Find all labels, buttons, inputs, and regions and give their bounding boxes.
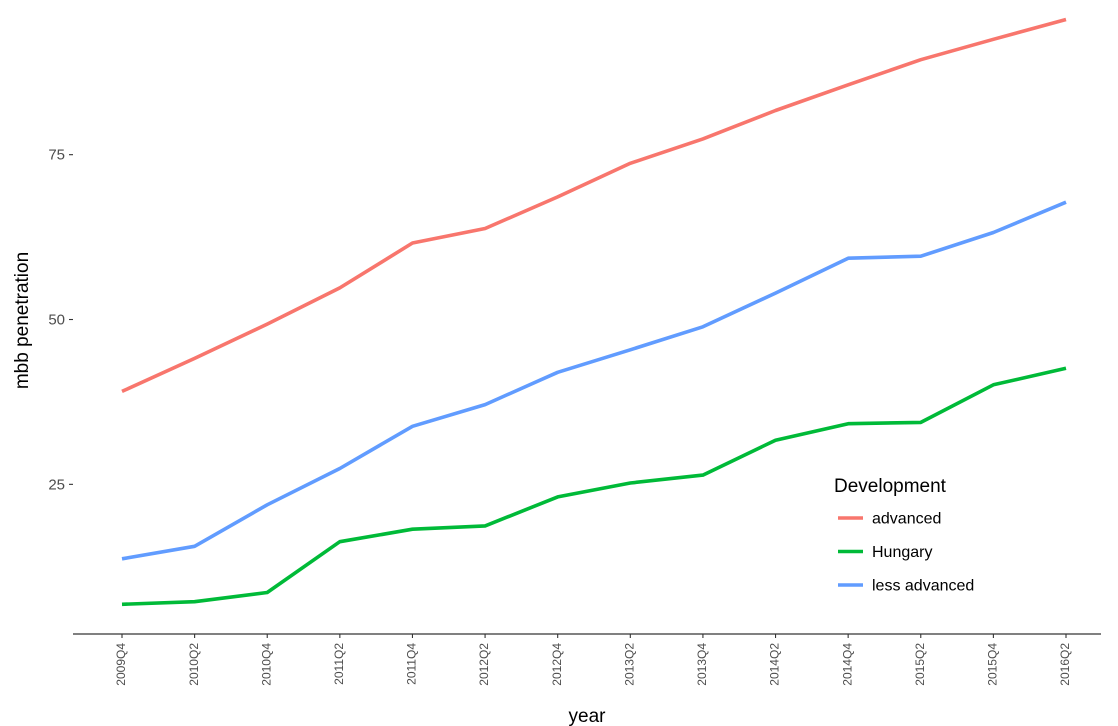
y-tick-label: 50: [48, 312, 65, 329]
series-layer: [121, 17, 1067, 607]
x-tick-label: 2011Q2: [332, 643, 346, 685]
y-tick-label: 75: [48, 147, 65, 164]
legend: Development advanced Hungary less advanced: [834, 476, 974, 595]
x-axis: 2009Q4 2010Q2 2010Q4 2011Q2 2011Q4 2012Q2 2012…: [73, 633, 1101, 686]
series-line-advanced: [121, 17, 1067, 394]
series-line-hungary: [121, 366, 1067, 607]
series-line-less-advanced: [121, 200, 1067, 561]
x-tick-label: 2011Q4: [405, 643, 419, 685]
x-tick-label: 2010Q2: [187, 643, 201, 686]
x-axis-title: year: [569, 706, 607, 726]
x-tick-label: 2009Q4: [114, 643, 128, 686]
x-tick-label: 2013Q2: [622, 643, 636, 686]
legend-label-advanced: advanced: [872, 511, 941, 528]
y-axis-title: mbb penetration: [12, 252, 33, 389]
x-tick-label: 2015Q2: [913, 643, 927, 686]
legend-label-hungary: Hungary: [872, 544, 932, 561]
y-tick-label: 25: [48, 476, 65, 493]
x-tick-label: 2010Q4: [259, 643, 273, 686]
x-tick-label: 2014Q2: [768, 643, 782, 686]
x-tick-label: 2014Q4: [840, 643, 854, 686]
legend-label-less-advanced: less advanced: [872, 578, 974, 595]
x-tick-label: 2013Q4: [695, 643, 709, 686]
legend-title: Development: [834, 476, 947, 497]
x-tick-label: 2016Q2: [1058, 643, 1072, 686]
x-tick-label: 2012Q4: [550, 643, 564, 686]
y-axis: 25 50 75: [48, 147, 73, 493]
x-tick-label: 2012Q2: [477, 643, 491, 686]
x-tick-label: 2015Q4: [986, 643, 1000, 686]
